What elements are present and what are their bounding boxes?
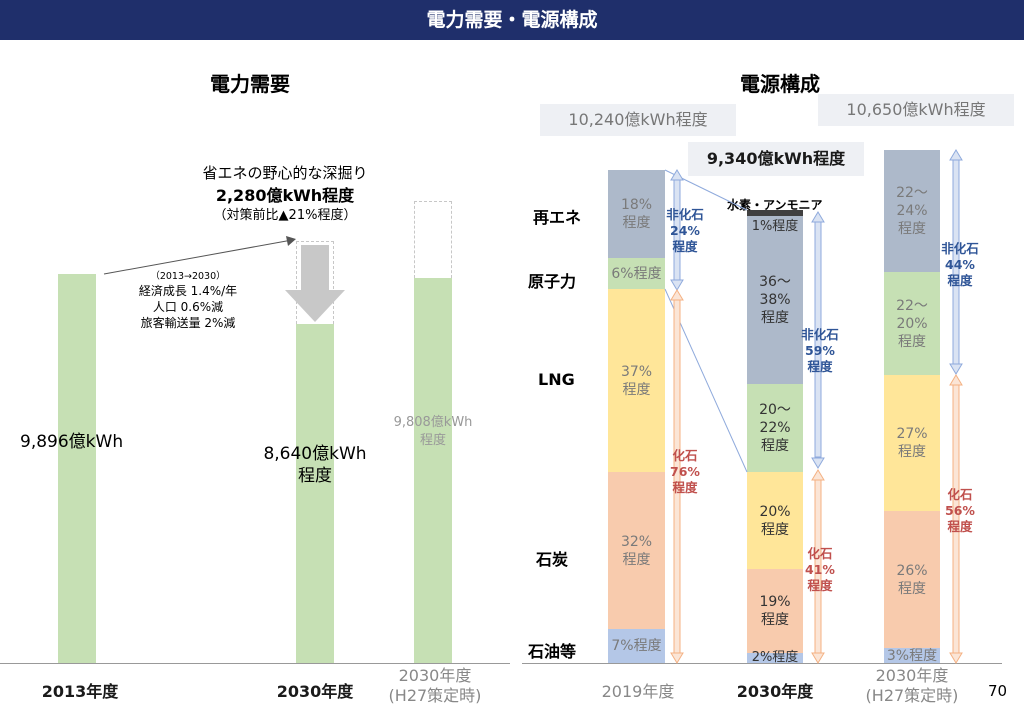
barh27-renewable: 22～24% 程度 <box>884 150 940 272</box>
arrow-fossil-2030 <box>811 469 825 664</box>
demand-year-h27: 2030年度 (H27策定時) <box>388 666 482 705</box>
demand-value-h27: 9,808億kWh 程度 <box>393 415 473 448</box>
demand-bar-2030-dashed-top <box>296 241 334 324</box>
fuel-label-oil: 石油等 <box>528 642 577 661</box>
fuel-label-coal: 石炭 <box>536 550 569 569</box>
mix-year-2019: 2019年度 <box>601 682 675 701</box>
savings-line3: （対策前比▲21%程度） <box>213 208 357 223</box>
assumption-line4: 旅客輸送量 2%減 <box>140 316 236 330</box>
group-nonfossil-h27: 非化石 44% 程度 <box>941 241 979 288</box>
group-nonfossil-2019: 非化石 24% 程度 <box>666 207 704 254</box>
savings-line1: 省エネの野心的な深掘り <box>202 164 368 182</box>
mix-arrows <box>664 149 963 664</box>
demand-year-2013: 2013年度 <box>41 682 119 701</box>
assumption-line2: 経済成長 1.4%/年 <box>138 284 238 298</box>
mix-year-h27: 2030年度 (H27策定時) <box>865 666 959 705</box>
bar2019-nuclear: 6%程度 <box>608 258 665 289</box>
mix-baseline <box>522 663 1002 664</box>
assumption-line3: 人口 0.6%減 <box>152 300 224 314</box>
demand-bar-2013 <box>58 274 96 663</box>
page-title: 電力需要・電源構成 <box>0 0 1024 40</box>
demand-arrows <box>103 236 345 322</box>
mix-year-2030: 2030年度 <box>736 682 814 701</box>
arrow-nonfossil-2019 <box>670 169 684 291</box>
h2-label: 水素・アンモニア <box>727 198 823 212</box>
arrow-nonfossil-h27 <box>949 149 963 375</box>
bar2030-coal: 19% 程度 <box>747 569 803 653</box>
bar2030-h2-share: 1%程度 <box>751 219 799 234</box>
savings-line2: 2,280億kWh程度 <box>215 186 355 205</box>
total-2030: 9,340億kWh程度 <box>688 142 864 176</box>
assumption-line1: （2013→2030） <box>150 271 226 282</box>
bar2030-h2 <box>747 210 803 216</box>
down-arrow-icon <box>285 245 345 322</box>
bar2019-lng: 37% 程度 <box>608 289 665 472</box>
savings-leader-line <box>103 239 293 275</box>
bar2019-coal: 32% 程度 <box>608 472 665 629</box>
demand-value-2013: 9,896億kWh <box>20 432 124 452</box>
arrow-fossil-2019 <box>670 289 684 664</box>
fuel-label-nuclear: 原子力 <box>528 272 577 291</box>
barh27-lng: 27% 程度 <box>884 375 940 511</box>
bar2030-renewable: 36～38% 程度 <box>747 216 803 384</box>
demand-title: 電力需要 <box>210 72 290 96</box>
bar2030-lng: 20% 程度 <box>747 472 803 569</box>
group-fossil-2019: 化石 76% 程度 <box>670 448 700 495</box>
fuel-label-renewable: 再エネ <box>533 208 582 227</box>
demand-bar-2030 <box>296 324 334 663</box>
demand-bar-h27 <box>414 278 452 663</box>
demand-bar-h27-dashed-top <box>414 201 452 278</box>
barh27-oil: 3%程度 <box>884 648 940 664</box>
savings-leader-arrowhead <box>286 236 296 246</box>
total-2019: 10,240億kWh程度 <box>540 104 736 136</box>
group-fossil-2030: 化石 41% 程度 <box>805 546 835 593</box>
arrow-nonfossil-2030 <box>811 211 825 469</box>
mix-title: 電源構成 <box>740 72 820 96</box>
group-fossil-h27: 化石 56% 程度 <box>945 487 975 534</box>
bar2030-nuclear: 20～22% 程度 <box>747 384 803 472</box>
barh27-coal: 26% 程度 <box>884 511 940 648</box>
page-number: 70 <box>988 682 1008 700</box>
demand-year-2030: 2030年度 <box>276 682 354 701</box>
bar2030-oil: 2%程度 <box>747 650 803 665</box>
arrow-fossil-h27 <box>949 374 963 664</box>
total-h27: 10,650億kWh程度 <box>818 94 1014 126</box>
barh27-nuclear: 22～20% 程度 <box>884 272 940 375</box>
group-nonfossil-2030: 非化石 59% 程度 <box>801 327 839 374</box>
demand-baseline <box>0 663 510 664</box>
bar2019-oil: 7%程度 <box>608 629 665 663</box>
fuel-label-lng: LNG <box>538 370 575 389</box>
bar2019-renewable: 18% 程度 <box>608 170 665 258</box>
demand-value-2030: 8,640億kWh 程度 <box>263 444 367 486</box>
